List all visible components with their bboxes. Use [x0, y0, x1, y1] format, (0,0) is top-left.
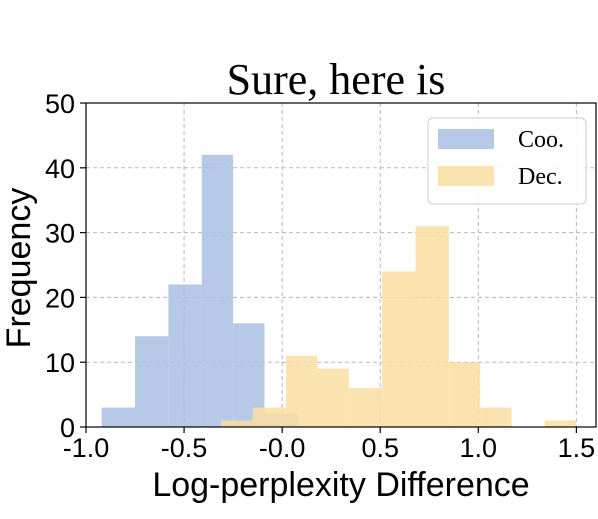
- x-tick-label-2: -0.0: [259, 433, 306, 463]
- x-tick-label-5: 1.5: [558, 433, 596, 463]
- bar-coo-2: [168, 284, 202, 427]
- x-tick-label-3: 0.5: [361, 433, 399, 463]
- bar-dec-1: [252, 407, 287, 427]
- x-tick-label-1: -0.5: [161, 433, 208, 463]
- x-axis-label: Log-perplexity Difference: [152, 466, 529, 504]
- chart-title: Sure, here is: [227, 55, 446, 104]
- bar-dec-6: [415, 226, 449, 427]
- bar-dec-4: [348, 388, 383, 427]
- legend-label-dec: Dec.: [518, 164, 563, 190]
- bar-dec-2: [286, 355, 318, 427]
- legend-swatch-dec: [438, 166, 494, 186]
- bar-dec-10: [545, 420, 577, 427]
- bar-coo-0: [101, 407, 136, 427]
- y-tick-label-0: 0: [60, 413, 75, 443]
- x-tick-label-0: -1.0: [63, 433, 110, 463]
- y-tick-label-3: 30: [45, 219, 75, 249]
- legend-swatch-coo: [438, 129, 494, 149]
- bar-dec-5: [382, 271, 416, 427]
- axis-ticks: -1.0 -0.5 -0.0 0.5 1.0 1.5 0 10 20 30 40 50: [45, 89, 595, 463]
- y-axis-label: Frequency: [0, 188, 38, 349]
- bar-dec-0: [221, 420, 253, 427]
- bar-coo-3: [201, 154, 234, 427]
- legend-label-coo: Coo.: [518, 127, 564, 153]
- x-tick-label-4: 1.0: [460, 433, 498, 463]
- y-tick-label-1: 10: [45, 348, 75, 378]
- series-dec: [221, 226, 577, 427]
- y-tick-label-5: 50: [45, 89, 75, 119]
- y-tick-label-4: 40: [45, 154, 75, 184]
- bar-dec-3: [317, 368, 349, 427]
- legend: Coo. Dec.: [427, 117, 587, 205]
- bar-dec-7: [448, 362, 481, 427]
- bar-coo-1: [135, 336, 169, 427]
- bar-dec-8: [480, 407, 512, 427]
- histogram-bars: [101, 154, 577, 427]
- y-tick-label-2: 20: [45, 283, 75, 313]
- plot-frame: [85, 102, 597, 428]
- series-coo: [101, 154, 298, 427]
